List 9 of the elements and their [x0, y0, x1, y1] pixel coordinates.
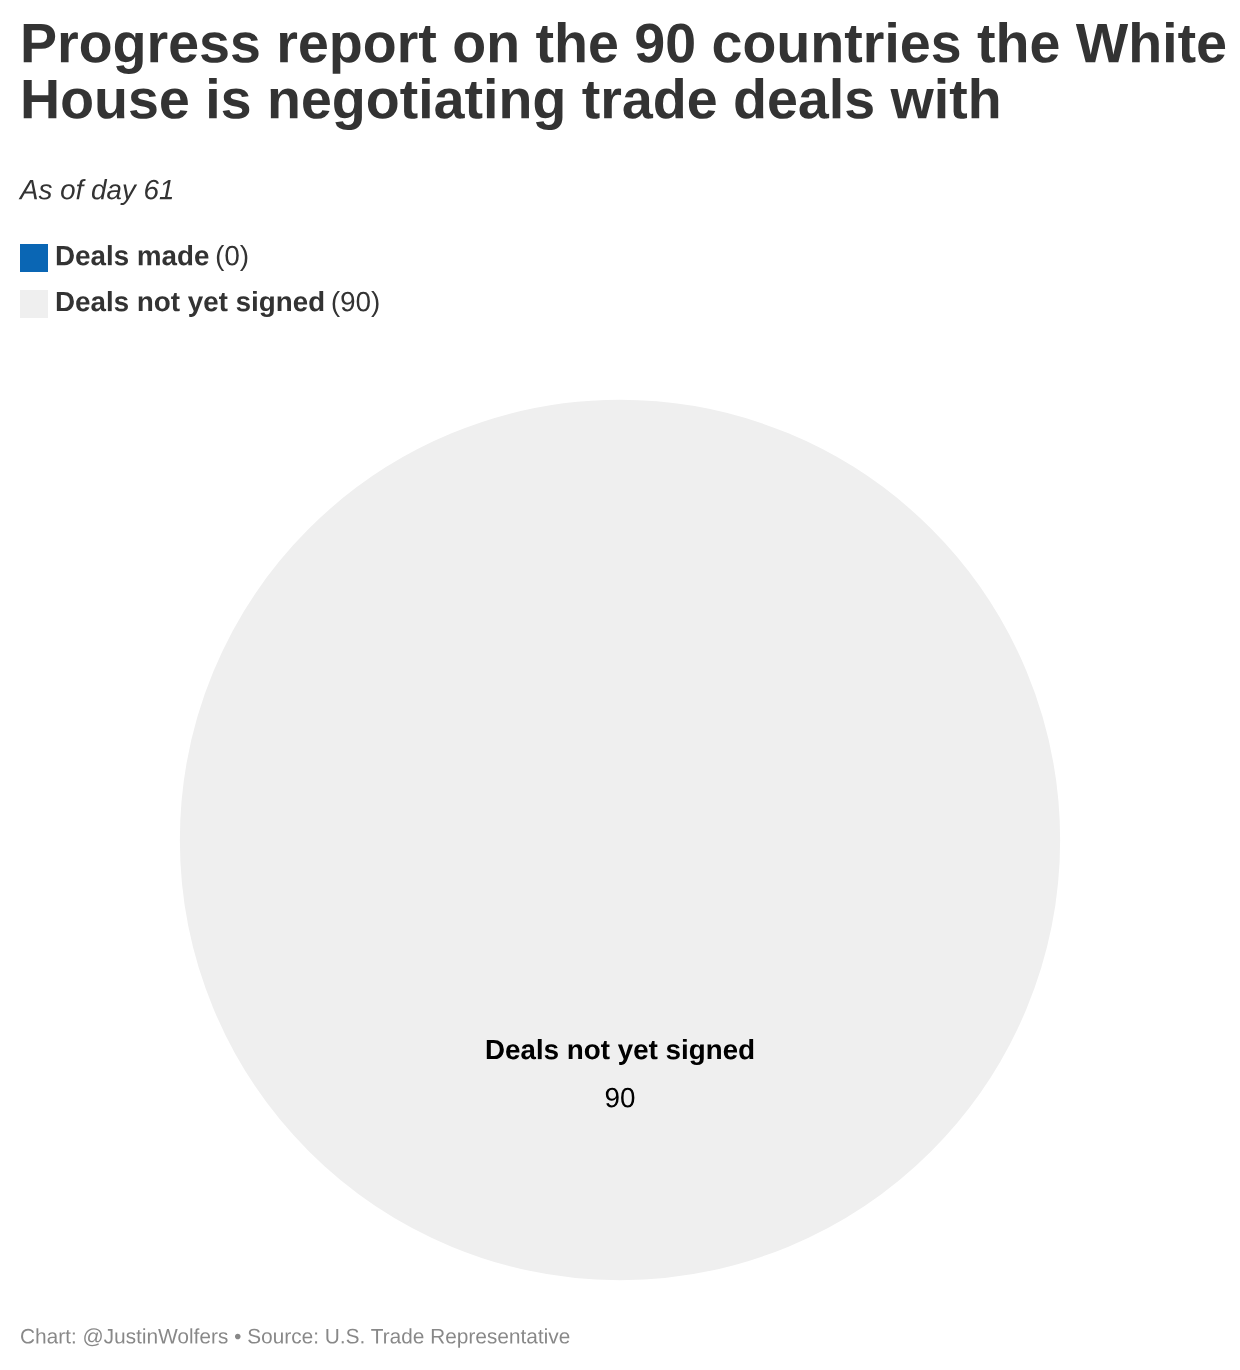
- data-label: (90): [332, 291, 379, 317]
- text: 90: [605, 1087, 635, 1108]
- legend-label: Deals not yet signed: [56, 290, 324, 318]
- chart-subtitle: As of day 61: [18, 179, 173, 205]
- chart-title: Progress report on the 90 countries the White House is negotiating trade deals with: [23, 22, 1226, 131]
- text: (0): [216, 245, 248, 271]
- legend-label: Deals made: [56, 245, 209, 266]
- slice-label: Deals not yet signed: [486, 1038, 754, 1065]
- text: Chart: @JustinWolfers • Source: U.S. Trade Representative: [21, 1328, 570, 1348]
